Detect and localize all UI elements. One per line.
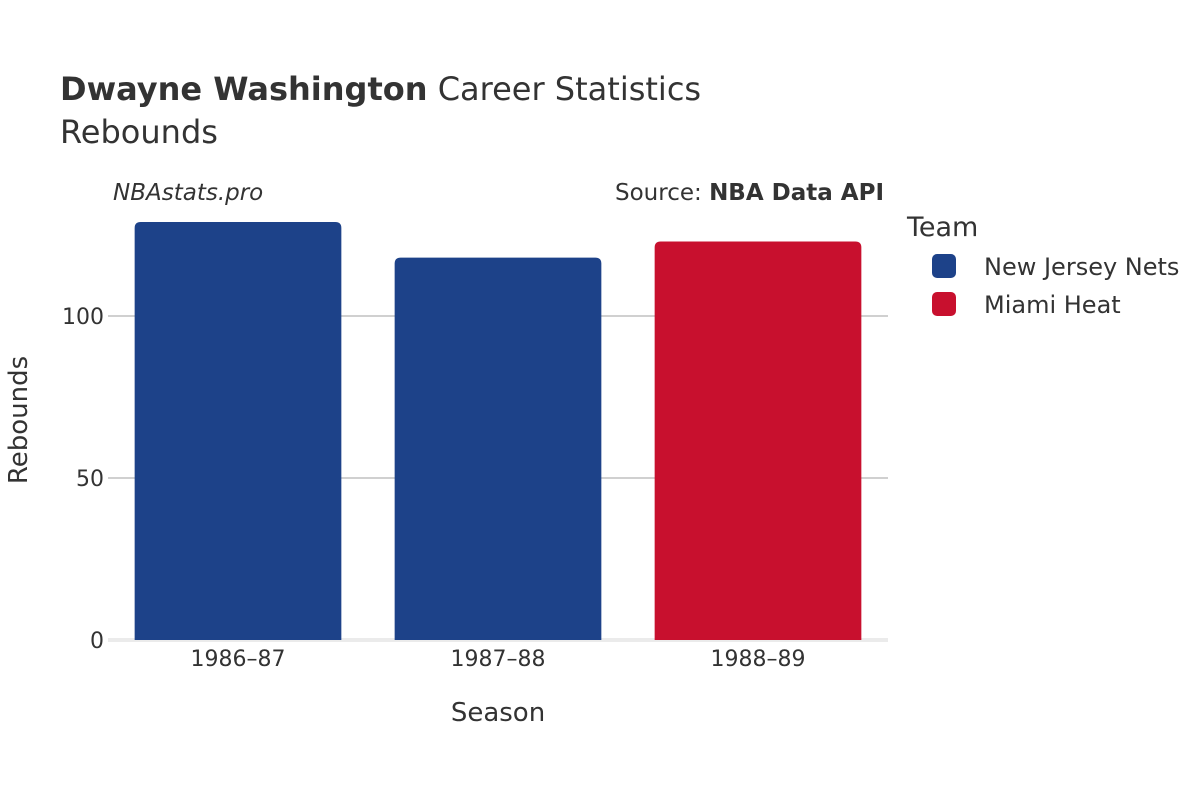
legend-label: New Jersey Nets [984, 253, 1179, 281]
source-label: Source: NBA Data API [615, 180, 884, 206]
legend-item-0[interactable]: New Jersey Nets [932, 253, 1179, 281]
chart-title: Dwayne Washington Career Statistics [60, 70, 701, 108]
chart-title-bold: Dwayne Washington [60, 70, 428, 108]
y-axis-label: Rebounds [4, 356, 34, 484]
title-block: Dwayne Washington Career Statistics Rebo… [60, 70, 701, 151]
chart-title-rest: Career Statistics [428, 70, 702, 108]
source-name: NBA Data API [709, 180, 884, 206]
y-tick-label: 0 [90, 629, 104, 654]
legend: Team New Jersey Nets Miami Heat [906, 212, 1179, 319]
source-prefix: Source: [615, 180, 709, 206]
legend-item-1[interactable]: Miami Heat [932, 291, 1121, 319]
legend-swatch [932, 292, 956, 316]
bar-1986–87[interactable] [134, 222, 342, 641]
chart-subtitle: Rebounds [60, 113, 218, 151]
y-tick-labels: 0 50 100 [62, 305, 104, 654]
legend-swatch [932, 254, 956, 278]
watermark: NBAstats.pro [113, 180, 263, 206]
bar-1988–89[interactable] [654, 241, 862, 641]
x-tick-label: 1987–88 [451, 647, 546, 672]
x-tick-labels: 1986–87 1987–88 1988–89 [191, 647, 806, 672]
legend-label: Miami Heat [984, 291, 1121, 319]
y-tick-label: 100 [62, 305, 104, 330]
legend-title: Team [906, 212, 978, 243]
bar-1987–88[interactable] [394, 257, 602, 640]
x-tick-label: 1986–87 [191, 647, 286, 672]
x-axis-label: Season [451, 698, 545, 728]
y-tick-label: 50 [76, 467, 104, 492]
bars [134, 222, 862, 641]
x-tick-label: 1988–89 [711, 647, 806, 672]
